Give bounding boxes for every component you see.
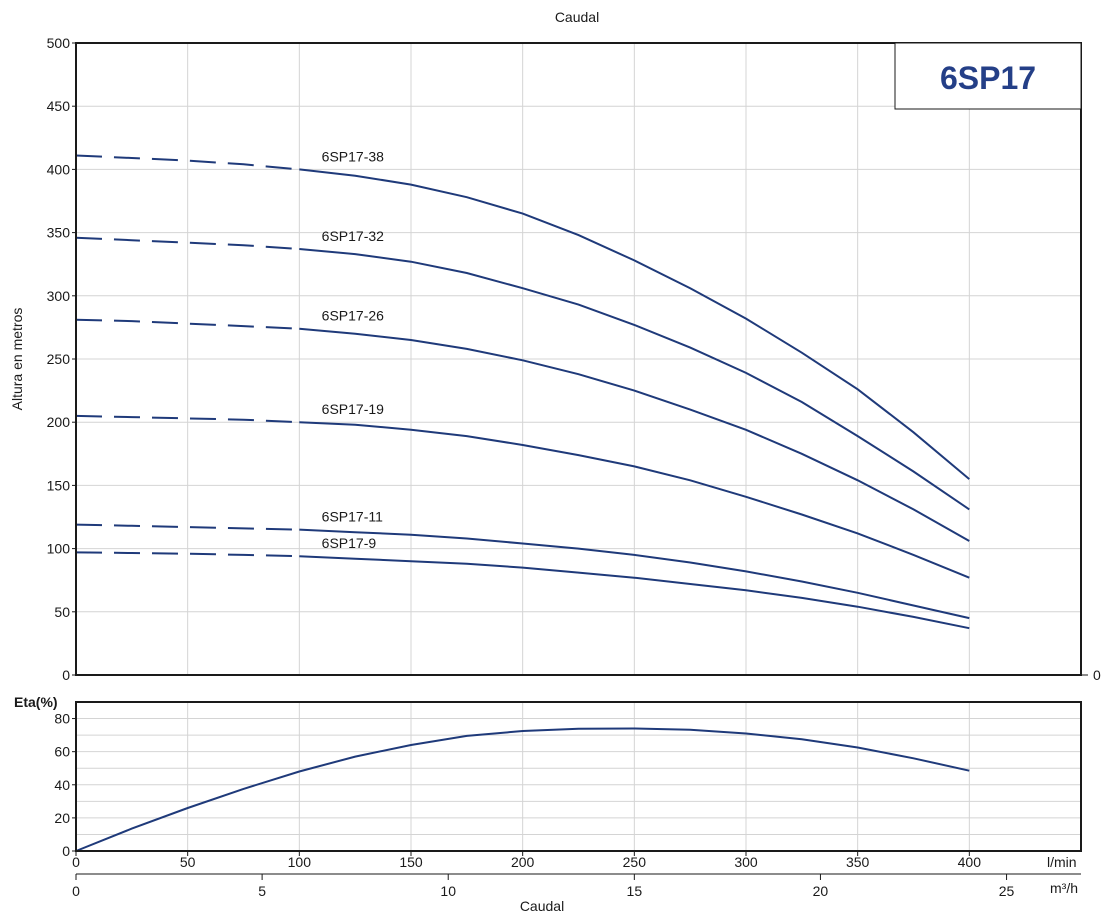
y-tick-label: 150 — [47, 477, 71, 493]
model-title: 6SP17 — [940, 60, 1036, 96]
eta-tick-label: 0 — [62, 843, 70, 859]
head-curve — [299, 528, 970, 620]
y-tick-label: 350 — [47, 225, 71, 241]
x-tick-label: 200 — [511, 854, 535, 870]
y-axis-ticks: 0 50 100 150 200 250 300 350 400 450 500 — [47, 35, 76, 683]
y-tick-label: 50 — [54, 604, 70, 620]
head-curve — [299, 327, 970, 542]
head-curve — [299, 421, 970, 579]
x-axis-ticks-m3h: 0 5 10 15 20 25 — [72, 874, 1015, 899]
curve-label: 6SP17-11 — [322, 509, 383, 525]
x-axis-label: Caudal — [520, 898, 564, 914]
y-axis-label: Altura en metros — [9, 308, 25, 411]
x2-tick-label: 5 — [258, 883, 266, 899]
x-unit-lmin: l/min — [1047, 854, 1077, 870]
main-grid — [76, 42, 1081, 676]
x-tick-label: 0 — [72, 854, 80, 870]
x-unit-m3h: m³/h — [1050, 880, 1078, 896]
eta-plot-frame — [75, 701, 1082, 852]
eta-tick-label: 60 — [54, 744, 70, 760]
y-tick-label: 100 — [47, 541, 71, 557]
eta-curve — [75, 727, 970, 852]
x2-tick-label: 15 — [627, 883, 643, 899]
curve-labels: 6SP17-38 6SP17-32 6SP17-26 6SP17-19 6SP17-11… — [322, 148, 384, 551]
eta-grid — [76, 702, 1081, 851]
y-tick-label: 300 — [47, 288, 71, 304]
x-tick-label: 400 — [958, 854, 982, 870]
head-curve — [299, 555, 970, 630]
x-tick-label: 150 — [399, 854, 423, 870]
top-axis-title: Caudal — [555, 9, 599, 25]
y-tick-label: 500 — [47, 35, 71, 51]
x-tick-label: 50 — [180, 854, 196, 870]
x2-tick-label: 10 — [440, 883, 456, 899]
eta-tick-label: 40 — [54, 777, 70, 793]
x2-tick-label: 20 — [813, 883, 829, 899]
x-tick-label: 100 — [288, 854, 312, 870]
y-tick-label: 400 — [47, 161, 71, 177]
y-tick-label: 200 — [47, 414, 71, 430]
head-curve — [299, 248, 970, 511]
eta-y-ticks: 0 20 40 60 80 — [54, 711, 76, 859]
y-tick-label: 450 — [47, 98, 71, 114]
x-tick-label: 250 — [623, 854, 647, 870]
x2-tick-label: 25 — [999, 883, 1015, 899]
x-tick-label: 300 — [734, 854, 758, 870]
efficiency-curve — [75, 727, 970, 852]
head-curve — [299, 168, 970, 480]
right-axis-zero-label: 0 — [1093, 667, 1101, 683]
x-tick-label: 350 — [846, 854, 870, 870]
eta-tick-label: 20 — [54, 810, 70, 826]
model-title-box — [894, 42, 1082, 110]
eta-tick-label: 80 — [54, 711, 70, 727]
eta-axis-label: Eta(%) — [14, 694, 58, 710]
curve-label: 6SP17-38 — [322, 148, 384, 164]
curve-label: 6SP17-19 — [322, 401, 384, 417]
x2-tick-label: 0 — [72, 883, 80, 899]
y-tick-label: 0 — [62, 667, 70, 683]
head-curves — [75, 154, 970, 630]
curve-label: 6SP17-9 — [322, 535, 377, 551]
y-tick-label: 250 — [47, 351, 71, 367]
x-axis-ticks-lmin: 0 50 100 150 200 250 300 350 400 — [72, 851, 981, 870]
curve-label: 6SP17-26 — [322, 308, 384, 324]
curve-label: 6SP17-32 — [322, 228, 384, 244]
